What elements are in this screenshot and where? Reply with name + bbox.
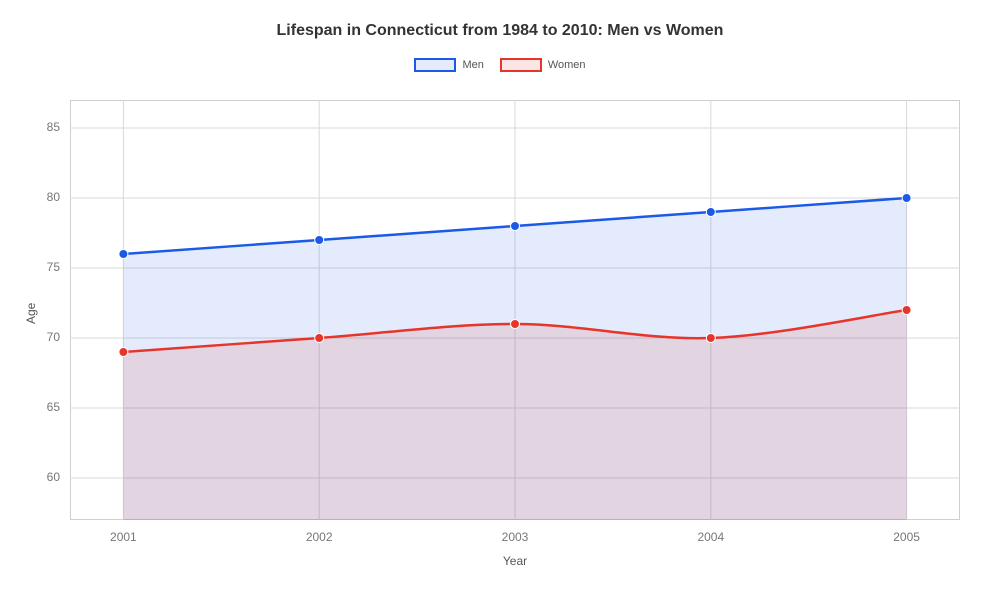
chart-title: Lifespan in Connecticut from 1984 to 201…	[0, 0, 1000, 40]
x-tick-label: 2001	[110, 530, 137, 544]
x-tick-label: 2004	[697, 530, 724, 544]
legend-swatch-women	[500, 58, 542, 72]
x-axis-label: Year	[503, 554, 527, 568]
legend-label-women: Women	[548, 59, 586, 71]
y-axis-label: Age	[24, 303, 38, 324]
y-tick-label: 85	[20, 120, 60, 134]
legend-item-men: Men	[414, 58, 483, 72]
y-tick-label: 70	[20, 330, 60, 344]
x-tick-label: 2002	[306, 530, 333, 544]
plot-svg	[70, 100, 960, 520]
y-tick-label: 60	[20, 470, 60, 484]
plot-area: 606570758085 20012002200320042005 Age Ye…	[70, 100, 960, 520]
x-tick-label: 2005	[893, 530, 920, 544]
y-tick-label: 80	[20, 190, 60, 204]
y-tick-label: 65	[20, 400, 60, 414]
legend-swatch-men	[414, 58, 456, 72]
legend-item-women: Women	[500, 58, 586, 72]
y-tick-label: 75	[20, 260, 60, 274]
x-tick-label: 2003	[502, 530, 529, 544]
legend-label-men: Men	[462, 59, 483, 71]
legend: Men Women	[0, 58, 1000, 72]
chart-container: Lifespan in Connecticut from 1984 to 201…	[0, 0, 1000, 600]
